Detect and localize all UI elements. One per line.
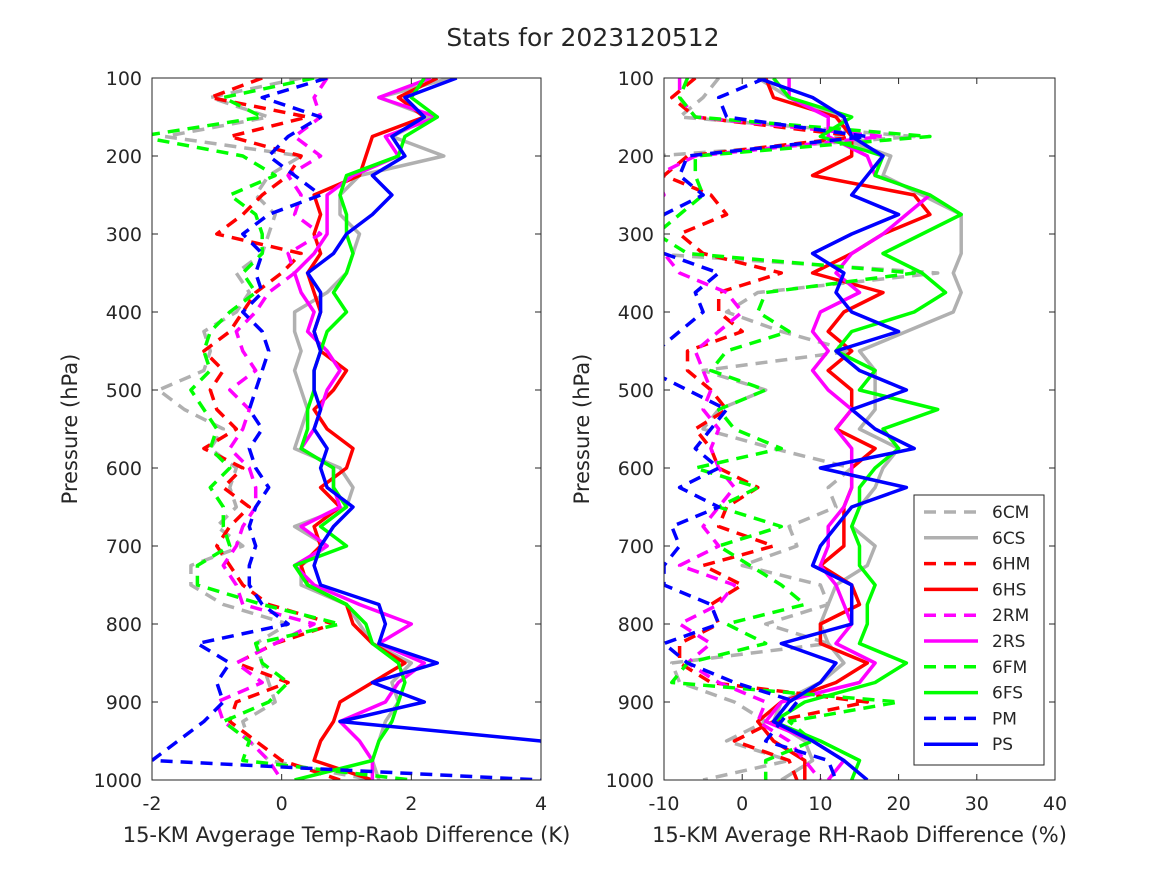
series-line-ps xyxy=(305,78,541,745)
y-tick-label: 700 xyxy=(106,536,142,558)
y-tick-label: 300 xyxy=(618,224,654,246)
x-tick-label: -2 xyxy=(143,793,162,815)
y-tick-label: 500 xyxy=(106,380,142,402)
x-tick-label: 20 xyxy=(887,793,911,815)
series-line-6hs xyxy=(299,78,439,780)
x-tick-label: 10 xyxy=(808,793,832,815)
y-tick-label: 600 xyxy=(618,458,654,480)
y-tick-label: 500 xyxy=(618,380,654,402)
legend-label-6hs: 6HS xyxy=(992,580,1026,600)
y-tick-label: 400 xyxy=(106,302,142,324)
y-tick-label: 800 xyxy=(106,614,142,636)
axes-box xyxy=(151,77,542,781)
temperature-difference-panel: 100 200 300 400 500 600 700 800 900 1000-2 0 2 4 15-K… xyxy=(58,68,570,847)
y-tick-label: 300 xyxy=(106,224,142,246)
legend-label-6hm: 6HM xyxy=(992,555,1030,575)
x-tick-label: 40 xyxy=(1043,793,1067,815)
series-line-6fs xyxy=(771,78,963,780)
x-tick-label: 0 xyxy=(276,793,288,815)
x-tick-label: 2 xyxy=(405,793,417,815)
x-tick-label: 4 xyxy=(535,793,547,815)
y-tick-label: 400 xyxy=(618,302,654,324)
legend-label-6cs: 6CS xyxy=(992,529,1025,549)
y-tick-label: 100 xyxy=(618,68,654,90)
y-tick-label: 200 xyxy=(106,146,142,168)
y-tick-label: 600 xyxy=(106,458,142,480)
y-tick-label: 900 xyxy=(618,692,654,714)
y-tick-label: 200 xyxy=(618,146,654,168)
legend-label-6fm: 6FM xyxy=(992,658,1027,678)
series-line-6cm xyxy=(664,78,940,780)
legend-label-6cm: 6CM xyxy=(992,503,1029,523)
x-tick-label: 0 xyxy=(736,793,748,815)
legend-label-pm: PM xyxy=(992,709,1017,729)
legend-label-2rm: 2RM xyxy=(992,606,1029,626)
y-tick-label: 800 xyxy=(618,614,654,636)
legend: 6CM 6CS 6HM 6HS 2RM 2RS 6FM 6FS PM PS xyxy=(913,494,1045,766)
rh-difference-panel: 100 200 300 400 500 600 700 800 900 1000-10 0 10 20 3… xyxy=(570,68,1067,847)
series-line-6hm xyxy=(664,78,870,780)
y-tick-label: 900 xyxy=(106,692,142,714)
legend-label-2rs: 2RS xyxy=(992,632,1025,652)
axes-box xyxy=(663,77,1056,781)
y-tick-label: 1000 xyxy=(94,770,142,792)
y-tick-label: 700 xyxy=(618,536,654,558)
series-line-ps xyxy=(757,78,916,780)
y-axis-label: Pressure (hPa) xyxy=(58,354,82,505)
figure-title: Stats for 2023120512 xyxy=(446,23,719,52)
y-tick-label: 1000 xyxy=(606,770,654,792)
series-line-6fm xyxy=(152,78,412,780)
series-line-pm xyxy=(664,78,870,780)
y-axis-label: Pressure (hPa) xyxy=(570,354,594,505)
legend-label-ps: PS xyxy=(992,735,1013,755)
x-axis-label: 15-KM Avgerage Temp-Raob Difference (K) xyxy=(123,823,571,847)
series-line-6hm xyxy=(202,78,341,780)
series-line-6cs xyxy=(756,78,963,780)
series-line-2rm xyxy=(215,78,329,780)
y-tick-label: 100 xyxy=(106,68,142,90)
series-line-6fs xyxy=(292,78,440,780)
x-tick-label: 30 xyxy=(965,793,989,815)
legend-label-6fs: 6FS xyxy=(992,684,1023,704)
x-tick-label: -10 xyxy=(648,793,679,815)
x-axis-label: 15-KM Average RH-Raob Difference (%) xyxy=(652,823,1067,847)
